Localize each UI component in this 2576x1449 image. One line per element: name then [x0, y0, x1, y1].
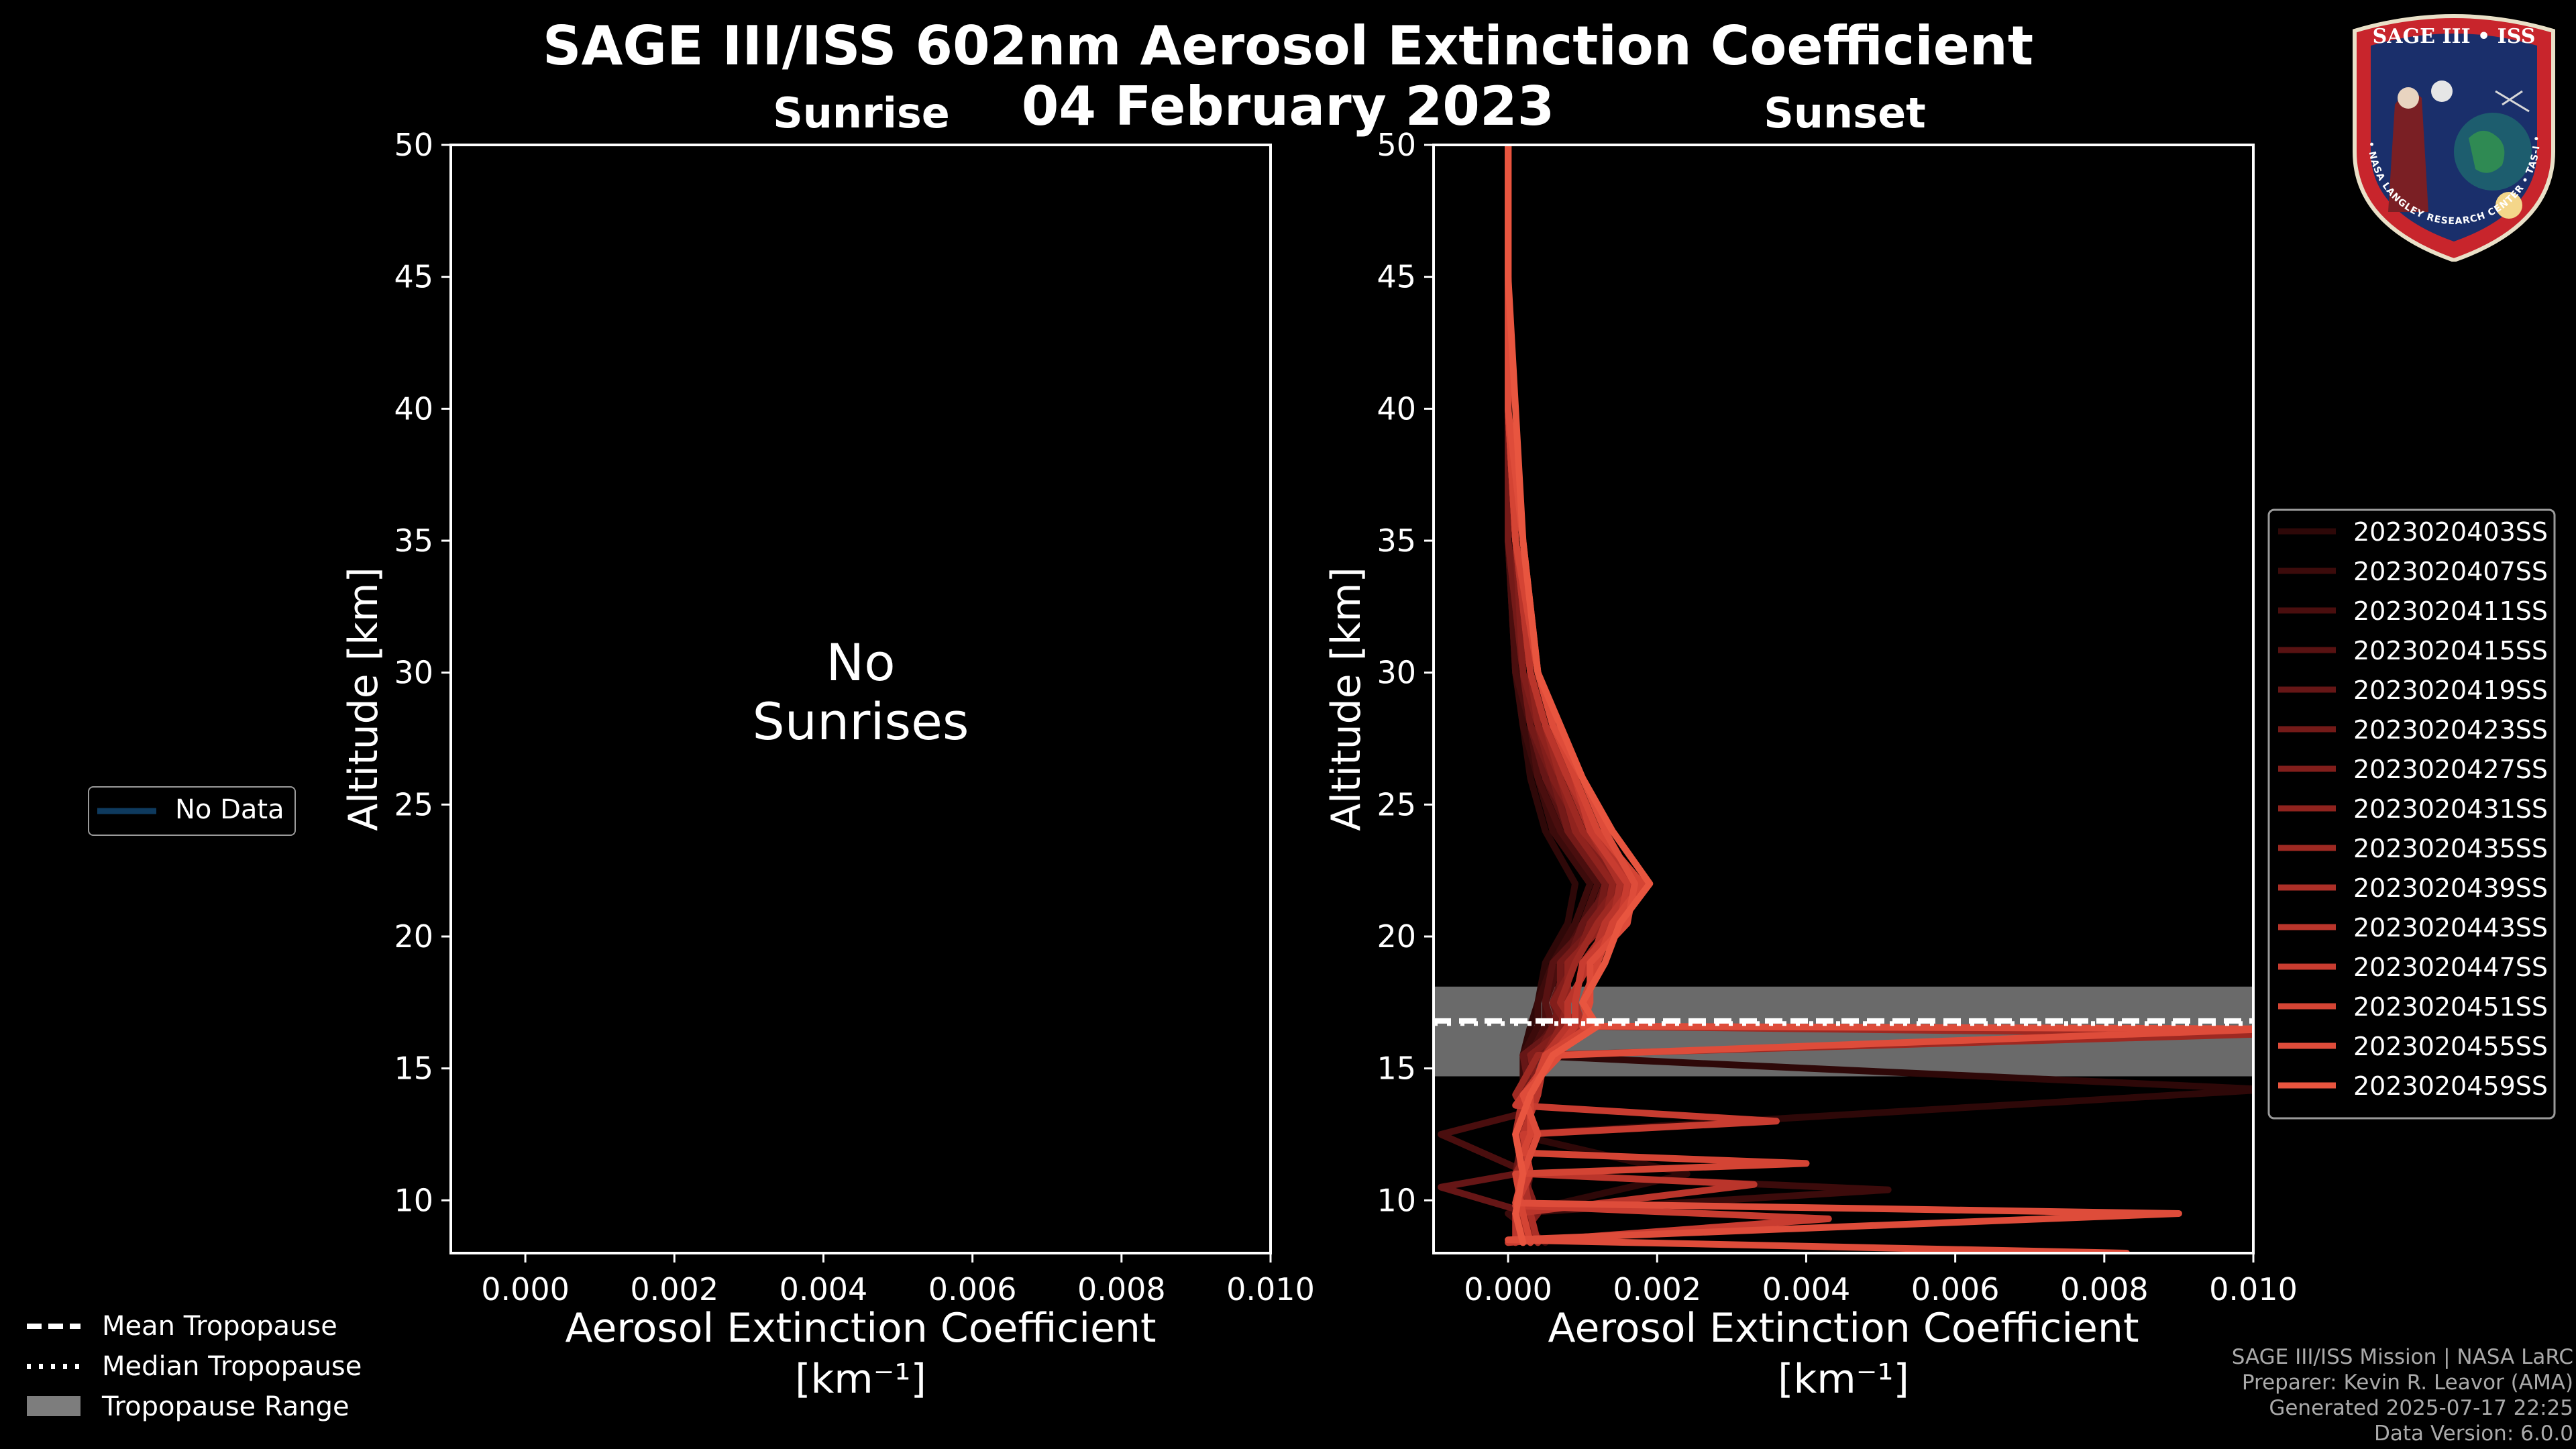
x-tick-label: 0.000 [481, 1271, 570, 1307]
series-line-2023020459SS [1505, 145, 1654, 1246]
legend-entry-label: 2023020451SS [2353, 992, 2548, 1022]
sage-iii-iss-mission-logo: SAGE III • ISS BALL • NASA LANGLEY RESEA… [2341, 11, 2555, 262]
series-line-2023020435SS [1505, 145, 2253, 1246]
y-tick-label: 10 [1377, 1182, 1416, 1218]
x-tick-label: 0.004 [780, 1271, 868, 1307]
credit-generated: Generated 2025-07-17 22:25 [2269, 1396, 2573, 1420]
x-tick-label: 0.008 [1077, 1271, 1166, 1307]
panel-sunset: 0.000 0.002 0.004 0.006 0.008 0.010 10 15 20 25 30… [1323, 127, 2556, 1403]
y-tick-label: 50 [1377, 127, 1416, 163]
tropopause-legend: Mean Tropopause Median Tropopause Tropop… [24, 1308, 400, 1429]
y-tick-label: 50 [394, 127, 433, 163]
chart-title: SAGE III/ISS 602nm Aerosol Extinction Co… [542, 15, 2034, 77]
no-sunrises-message-line2: Sunrises [753, 692, 969, 751]
tropopause-range-swatch [27, 1396, 80, 1416]
x-tick-label: 0.006 [1911, 1271, 2000, 1307]
x-axis-units: [km⁻¹] [795, 1356, 926, 1403]
y-tick-label: 10 [394, 1182, 433, 1218]
space-station-icon [2495, 90, 2530, 113]
legend-entry-label: 2023020455SS [2353, 1032, 2548, 1061]
legend-entry-label: 2023020431SS [2353, 794, 2548, 824]
x-tick-label: 0.000 [1464, 1271, 1552, 1307]
legend-tropopause-range-label: Tropopause Range [102, 1391, 350, 1422]
credit-preparer: Preparer: Kevin R. Leavor (AMA) [2241, 1371, 2573, 1395]
credit-data-version: Data Version: 6.0.0 [2373, 1421, 2573, 1446]
legend-median-tropopause-label: Median Tropopause [102, 1351, 362, 1382]
logo-top-text: SAGE III • ISS [2373, 25, 2536, 48]
y-tick-label: 15 [394, 1051, 433, 1087]
axes-frame [449, 144, 1272, 1254]
y-tick-label: 20 [394, 918, 433, 955]
x-axis-units: [km⁻¹] [1778, 1356, 1909, 1403]
sunrise-legend: No Data [88, 786, 296, 836]
y-axis-label: Altitude [km] [1323, 567, 1370, 831]
y-axis-label: Altitude [km] [340, 567, 387, 831]
legend-entry-label: 2023020415SS [2353, 636, 2548, 665]
legend-mean-tropopause-label: Mean Tropopause [102, 1311, 337, 1342]
y-tick-label: 30 [394, 655, 433, 691]
y-tick-label: 30 [1377, 655, 1416, 691]
axes-frame [1432, 144, 2255, 1254]
y-tick-label: 35 [394, 523, 433, 559]
x-axis-label: Aerosol Extinction Coefficient [566, 1305, 1157, 1352]
astronomer-figure-icon [2388, 93, 2428, 212]
legend-entry-label: 2023020459SS [2353, 1071, 2548, 1101]
legend-entry-label: 2023020403SS [2353, 517, 2548, 547]
x-tick-label: 0.002 [630, 1271, 718, 1307]
x-tick-label: 0.010 [2209, 1271, 2298, 1307]
series-lines [1438, 145, 2253, 1253]
legend-entry-label: 2023020407SS [2353, 557, 2548, 586]
sunset-panel-title: Sunset [1764, 89, 1926, 138]
sun-icon [2496, 192, 2522, 219]
panel-sunrise: 0.000 0.002 0.004 0.006 0.008 0.010 10 15 20 25 30… [340, 127, 1315, 1403]
y-tick-label: 40 [1377, 390, 1416, 427]
y-tick-label: 15 [1377, 1051, 1416, 1087]
moon-icon [2431, 80, 2453, 102]
legend-entry-label: 2023020423SS [2353, 715, 2548, 745]
no-sunrises-message-line1: No [826, 633, 895, 692]
legend-frame [2267, 508, 2556, 1120]
credit-mission: SAGE III/ISS Mission | NASA LaRC [2231, 1345, 2573, 1369]
legend-no-data-label: No Data [175, 794, 284, 825]
sunrise-panel-title: Sunrise [773, 89, 950, 138]
y-tick-label: 45 [394, 259, 433, 295]
y-tick-label: 35 [1377, 523, 1416, 559]
y-tick-label: 25 [1377, 786, 1416, 822]
chart-date: 04 February 2023 [1021, 75, 1555, 138]
y-tick-label: 20 [1377, 918, 1416, 955]
legend-entry-label: 2023020439SS [2353, 873, 2548, 903]
series-line-2023020411SS [1438, 145, 1601, 1246]
series-line-2023020407SS [1505, 145, 1892, 1246]
legend-entry-label: 2023020435SS [2353, 834, 2548, 863]
legend-entry-label: 2023020447SS [2353, 953, 2548, 982]
x-axis-label: Aerosol Extinction Coefficient [1548, 1305, 2139, 1352]
series-line-2023020451SS [1505, 145, 1810, 1246]
x-tick-label: 0.004 [1762, 1271, 1851, 1307]
legend-entry-label: 2023020419SS [2353, 676, 2548, 705]
x-tick-label: 0.010 [1226, 1271, 1315, 1307]
x-tick-label: 0.006 [928, 1271, 1017, 1307]
y-tick-label: 25 [394, 786, 433, 822]
credits-block: SAGE III/ISS Mission | NASA LaRC Prepare… [2232, 1344, 2573, 1446]
x-tick-label: 0.002 [1613, 1271, 1701, 1307]
legend-entry-label: 2023020427SS [2353, 755, 2548, 784]
legend-entry-label: 2023020411SS [2353, 596, 2548, 626]
x-tick-label: 0.008 [2060, 1271, 2149, 1307]
sunset-series-legend: 2023020403SS 2023020407SS 2023020411SS 2023… [2267, 508, 2556, 1120]
y-tick-label: 40 [394, 390, 433, 427]
series-line-2023020403SS [1505, 145, 2253, 1246]
y-tick-label: 45 [1377, 259, 1416, 295]
legend-entry-label: 2023020443SS [2353, 913, 2548, 943]
series-line-2023020447SS [1505, 145, 1832, 1246]
